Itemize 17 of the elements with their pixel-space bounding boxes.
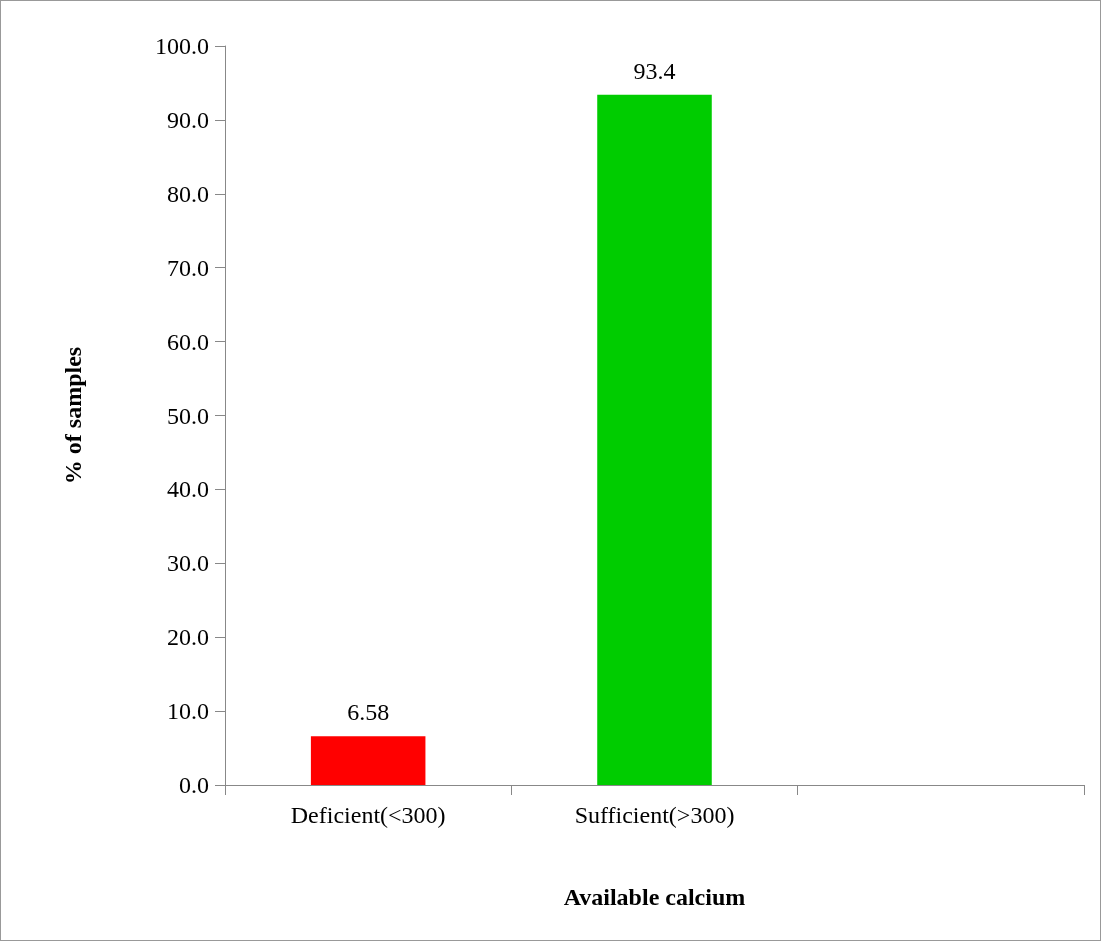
x-tick-label: Deficient(<300): [290, 802, 446, 828]
data-label: 6.58: [347, 699, 390, 726]
y-tick-label: 0.0: [179, 772, 209, 798]
y-tick-label: 40.0: [167, 476, 209, 503]
y-tick-label: 80.0: [167, 180, 209, 207]
y-tick-label: 60.0: [167, 328, 209, 355]
y-tick-label: 20.0: [167, 624, 209, 651]
y-tick-label: 10.0: [167, 698, 209, 725]
y-tick-label: 90.0: [167, 106, 209, 133]
y-tick-label: 70.0: [167, 254, 209, 281]
y-tick-label: 50.0: [167, 402, 209, 429]
y-tick-label: 30.0: [167, 550, 209, 577]
data-label: 93.4: [633, 57, 676, 84]
x-tick-label: Sufficient(>300): [574, 802, 735, 828]
y-tick-label: 100.0: [155, 33, 209, 59]
y-axis-title: % of samples: [60, 346, 86, 485]
x-axis-title: Available calcium: [563, 884, 746, 910]
